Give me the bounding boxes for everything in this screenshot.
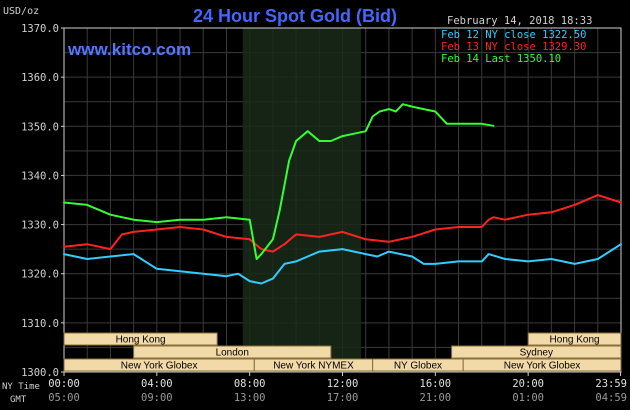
x-tick-label-gmt: 13:00 — [234, 392, 266, 404]
x-tick-label-ny: 20:00 — [512, 378, 544, 390]
session-box — [451, 345, 622, 359]
watermark: www.kitco.com — [67, 40, 191, 59]
y-tick-label: 1300.0 — [21, 367, 59, 379]
x-tick-label-ny: 08:00 — [234, 378, 266, 390]
chart-title: 24 Hour Spot Gold (Bid) — [193, 6, 397, 26]
y-tick-label: 1330.0 — [21, 220, 59, 232]
session-label: NY Globex — [394, 361, 442, 372]
series-line-feb-12 — [63, 243, 622, 285]
legend-feb14: Feb 14 Last 1350.10 — [441, 53, 561, 65]
x-tick-label-ny: 00:00 — [48, 378, 80, 390]
ny-time-row-label: NY Time — [2, 382, 40, 392]
session-label: London — [216, 348, 249, 359]
legend-feb13: Feb 13 NY close 1329.30 — [441, 41, 586, 53]
x-tick-label-gmt: 04:59 — [595, 392, 627, 404]
x-tick-label-ny: 23:59 — [595, 378, 627, 390]
gmt-row-label: GMT — [10, 395, 27, 405]
x-tick-label-gmt: 01:00 — [512, 392, 544, 404]
trading-sessions: Hong Kong Hong Kong London Sydney New York G… — [63, 332, 622, 372]
datetime-label: February 14, 2018 18:33 — [447, 15, 592, 27]
x-tick-label-ny: 04:00 — [141, 378, 173, 390]
session-label: New York Globex — [504, 361, 581, 372]
session-label: New York Globex — [121, 361, 198, 372]
series-line-feb-14 — [63, 103, 495, 260]
x-tick-label-gmt: 09:00 — [141, 392, 173, 404]
legend: Feb 12 NY close 1322.50 Feb 13 NY close … — [441, 29, 586, 65]
series-line-feb-13 — [63, 194, 622, 253]
y-tick-label: 1320.0 — [21, 269, 59, 281]
session-highlight — [242, 28, 362, 372]
x-tick-label-ny: 12:00 — [327, 378, 359, 390]
x-tick-label-gmt: 17:00 — [327, 392, 359, 404]
y-axis-ticks: 1300.0 1310.0 1320.0 1330.0 1340.0 1350.0 1360… — [21, 23, 64, 379]
y-tick-label: 1340.0 — [21, 170, 59, 182]
session-label: Hong Kong — [116, 335, 166, 346]
legend-feb12: Feb 12 NY close 1322.50 — [441, 29, 586, 41]
y-tick-label: 1310.0 — [21, 318, 59, 330]
session-box — [133, 345, 332, 359]
x-axis-ticks: 00:00 05:00 04:00 09:00 08:00 13:00 12:00 17:00… — [48, 372, 627, 404]
y-tick-label: 1360.0 — [21, 72, 59, 84]
session-box — [462, 358, 622, 372]
x-tick-label-gmt: 05:00 — [48, 392, 80, 404]
session-box — [63, 332, 218, 346]
x-tick-label-ny: 16:00 — [420, 378, 452, 390]
y-tick-label: 1370.0 — [21, 23, 59, 35]
highlight-band — [242, 28, 362, 372]
series-group — [63, 103, 622, 285]
session-label: Sydney — [520, 348, 553, 359]
y-axis-unit: USD/oz — [3, 6, 39, 17]
session-label: New York NYMEX — [273, 361, 354, 372]
x-tick-label-gmt: 21:00 — [420, 392, 452, 404]
session-label: Hong Kong — [550, 335, 600, 346]
session-box — [527, 332, 622, 346]
y-tick-label: 1350.0 — [21, 121, 59, 133]
